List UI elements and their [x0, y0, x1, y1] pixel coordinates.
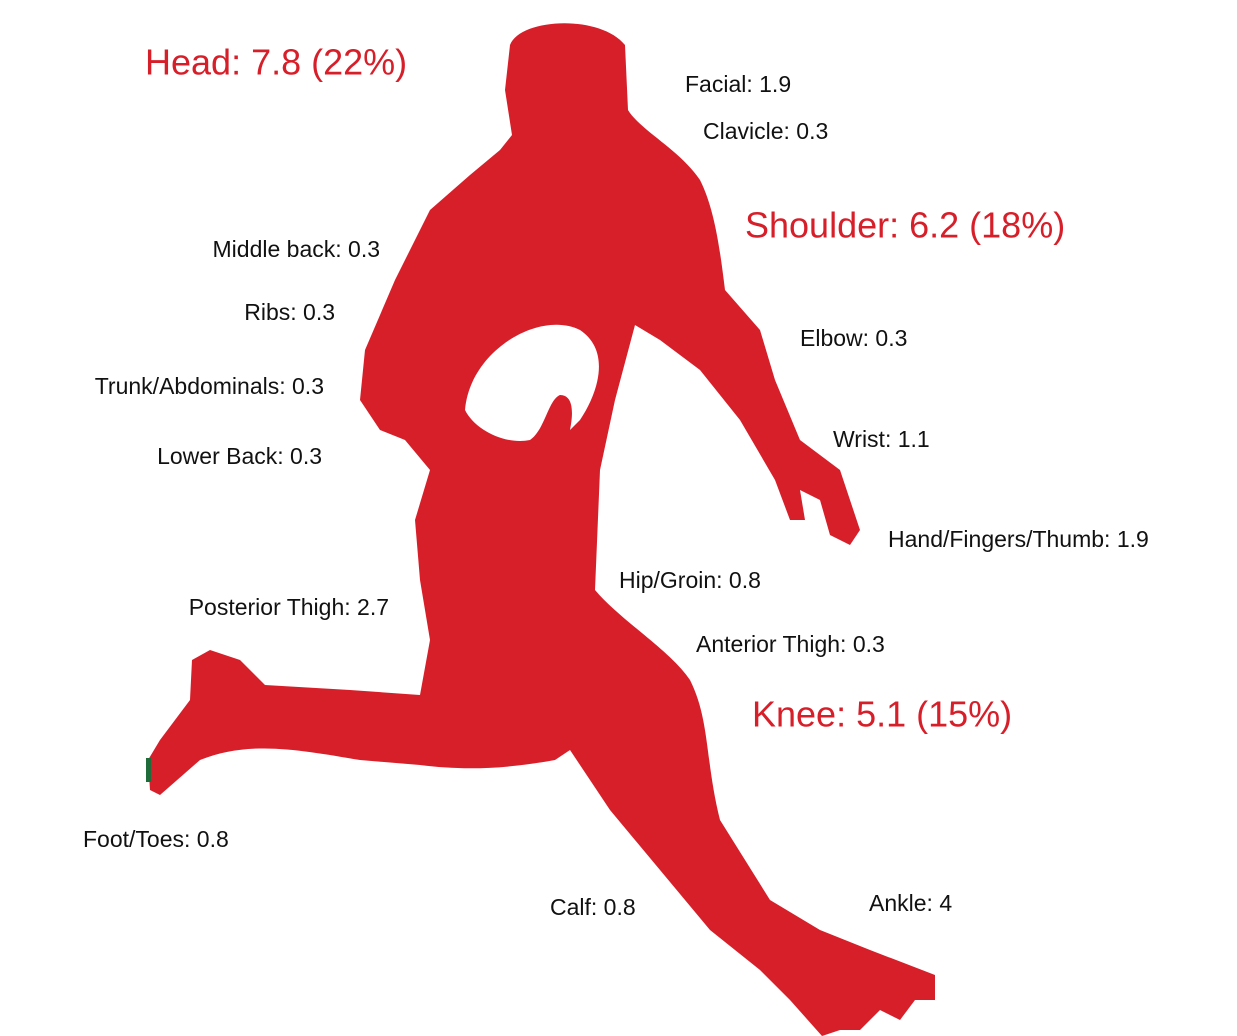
label-knee: Knee: 5.1 (15%) — [752, 694, 1012, 735]
label-hand: Hand/Fingers/Thumb: 1.9 — [888, 526, 1149, 552]
label-middle-back: Middle back: 0.3 — [213, 236, 380, 262]
label-posterior-thigh: Posterior Thigh: 2.7 — [189, 594, 389, 620]
label-clavicle: Clavicle: 0.3 — [703, 118, 828, 144]
label-foot: Foot/Toes: 0.8 — [83, 826, 229, 852]
infographic: Head: 7.8 (22%) Facial: 1.9 Clavicle: 0.… — [0, 0, 1237, 1036]
label-calf: Calf: 0.8 — [550, 894, 636, 920]
label-ankle: Ankle: 4 — [869, 890, 952, 916]
label-ribs: Ribs: 0.3 — [244, 299, 335, 325]
player-silhouette — [148, 23, 935, 1036]
label-facial: Facial: 1.9 — [685, 71, 791, 97]
label-trunk: Trunk/Abdominals: 0.3 — [95, 373, 324, 399]
label-shoulder: Shoulder: 6.2 (18%) — [745, 205, 1065, 246]
page: {"labels": { "head": "Head: 7.8 (22%)", … — [0, 0, 1237, 1036]
label-anterior-thigh: Anterior Thigh: 0.3 — [696, 631, 885, 657]
label-wrist: Wrist: 1.1 — [833, 426, 930, 452]
label-lower-back: Lower Back: 0.3 — [157, 443, 322, 469]
label-hip: Hip/Groin: 0.8 — [619, 567, 761, 593]
boot-stripe — [146, 758, 151, 782]
label-head: Head: 7.8 (22%) — [145, 42, 407, 83]
label-elbow: Elbow: 0.3 — [800, 325, 907, 351]
